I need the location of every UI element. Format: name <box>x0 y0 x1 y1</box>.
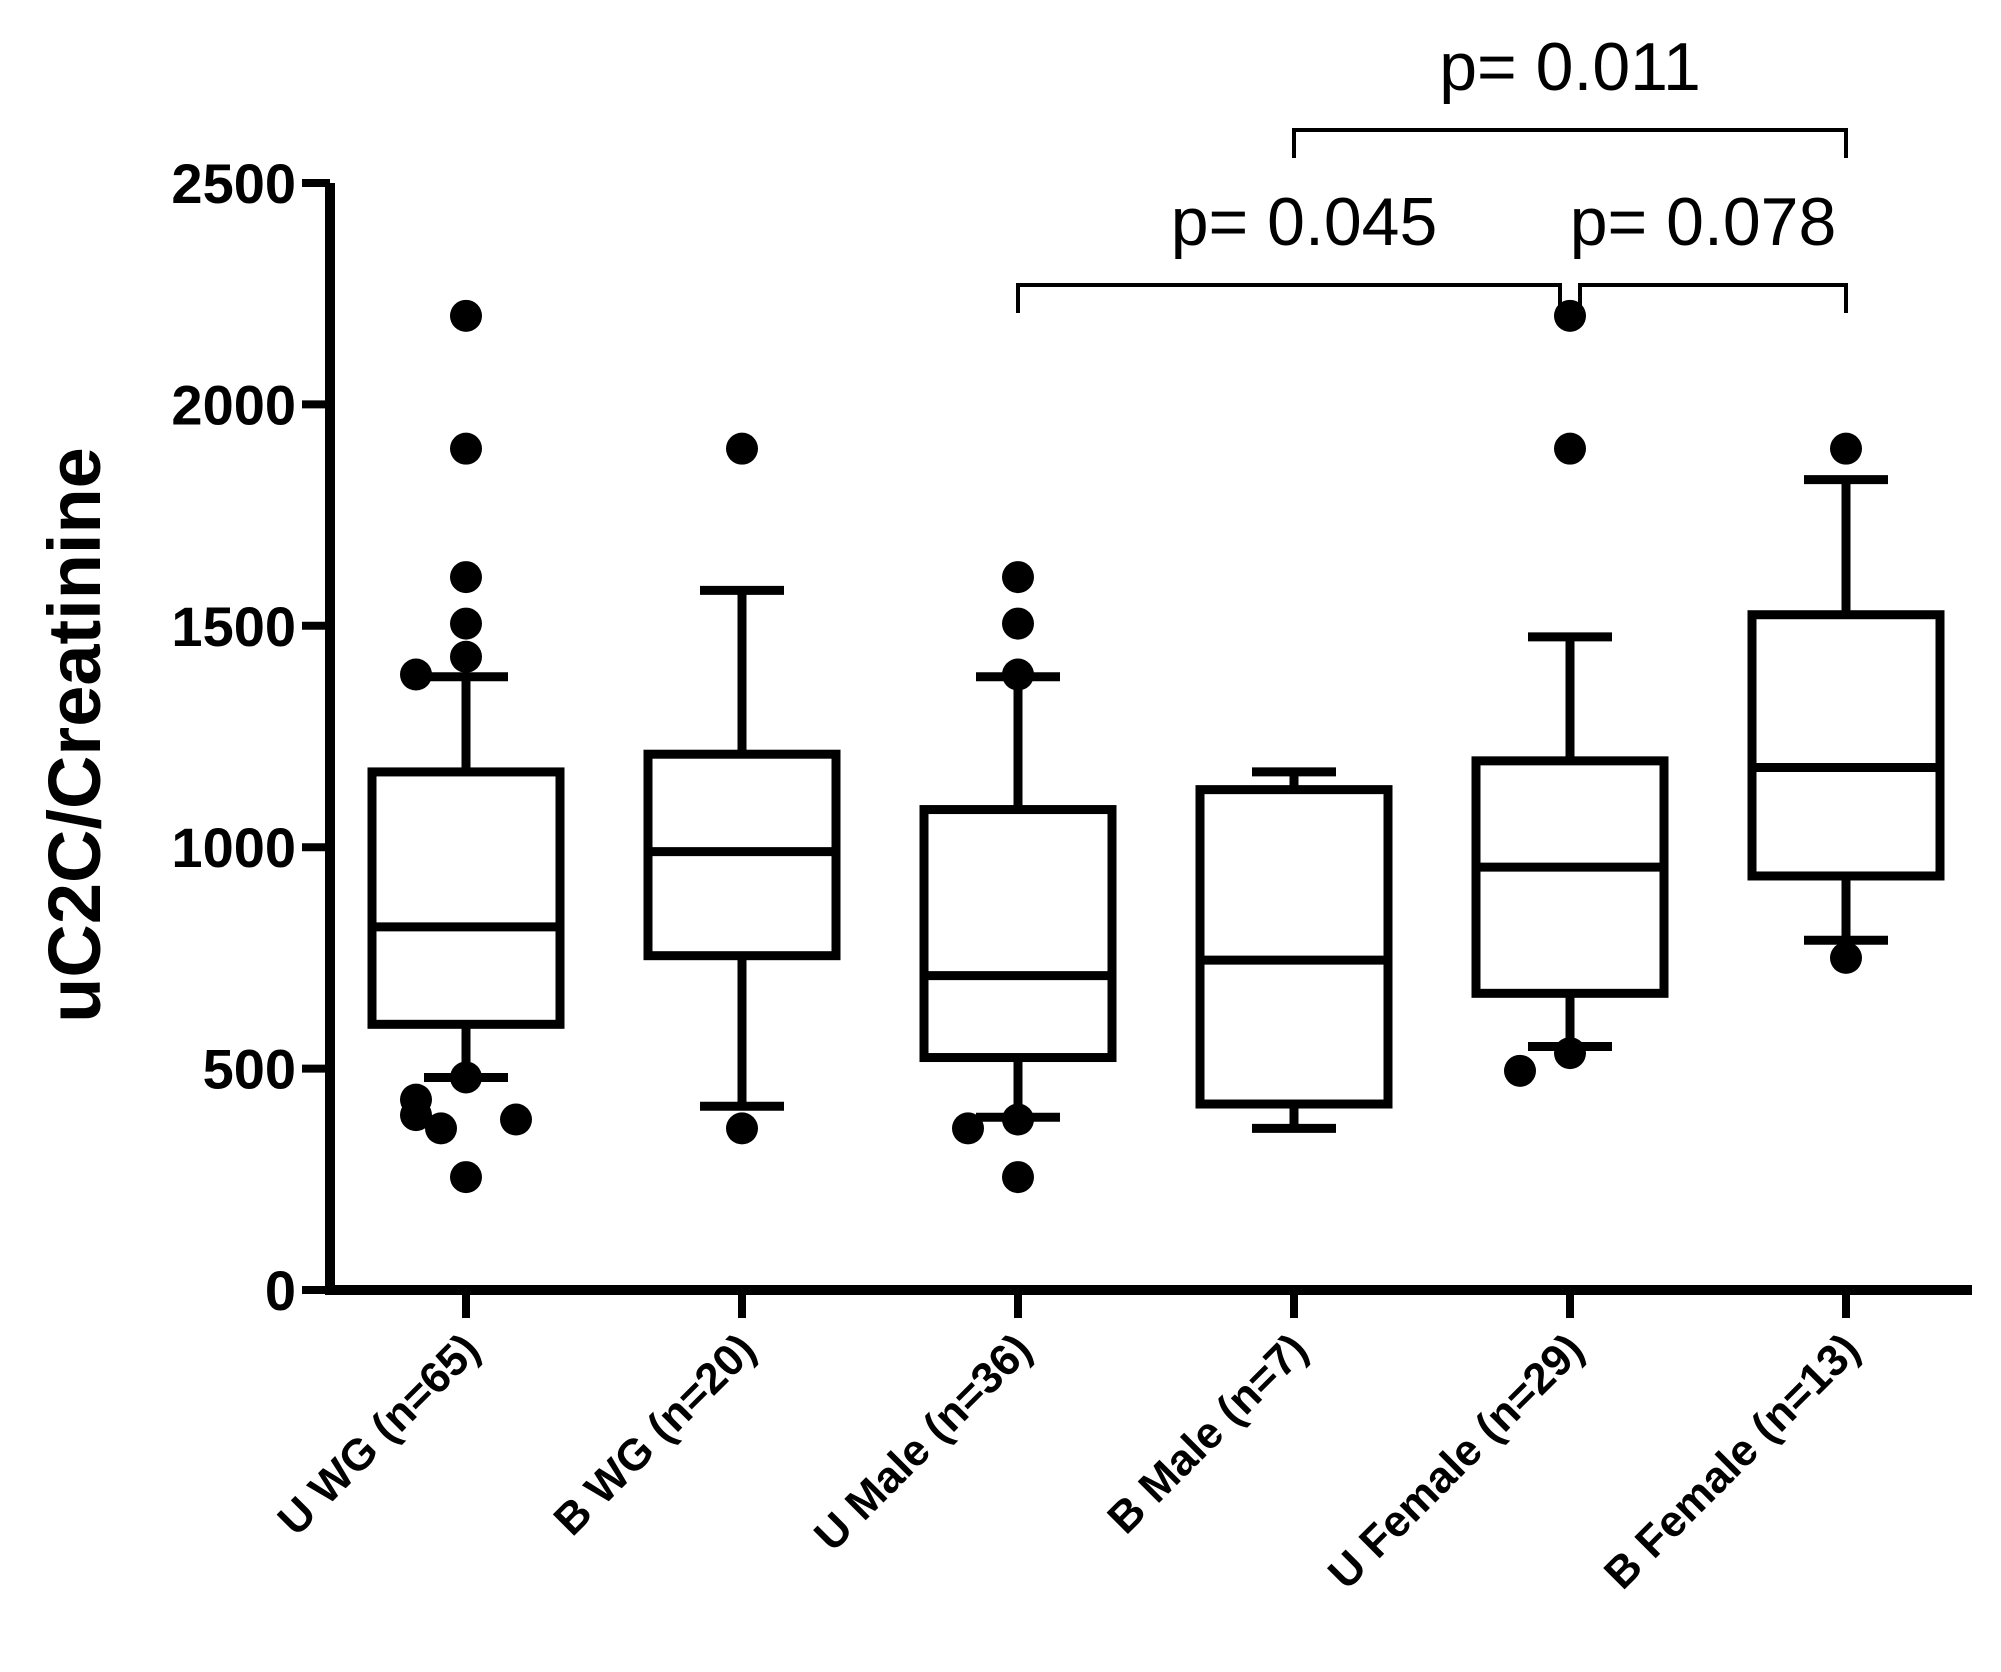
y-tick-label: 500 <box>203 1038 296 1101</box>
outlier-point <box>450 640 482 673</box>
box-group <box>919 561 1117 1194</box>
outlier-point <box>1830 432 1862 465</box>
bracket-line <box>1016 283 1562 313</box>
outlier-point <box>1002 1161 1034 1194</box>
p-value-label: p= 0.078 <box>1570 184 1837 260</box>
outlier-point <box>1554 432 1586 465</box>
outlier-point <box>726 432 758 465</box>
bracket-line <box>1292 128 1848 158</box>
significance-bracket: p= 0.078 <box>1570 184 1848 313</box>
y-axis-title: uC2C/Creatinine <box>33 447 116 1023</box>
y-tick-label: 1000 <box>171 816 296 879</box>
y-tick-label: 2500 <box>171 152 296 215</box>
outlier-point <box>425 1112 457 1145</box>
x-tick-label: U Male (n=36) <box>805 1324 1041 1560</box>
outlier-point <box>1002 607 1034 640</box>
outlier-point <box>1830 941 1862 974</box>
box <box>919 805 1117 1063</box>
x-tick-label: B Male (n=7) <box>1098 1324 1317 1543</box>
box <box>1747 610 1945 881</box>
x-tick-label: B WG (n=20) <box>545 1324 765 1544</box>
outlier-point <box>400 658 432 691</box>
box-group <box>1471 299 1669 1087</box>
outlier-point <box>726 1112 758 1145</box>
y-tick-label: 1500 <box>171 595 296 658</box>
outlier-point <box>450 1161 482 1194</box>
outlier-point <box>1504 1054 1536 1087</box>
outlier-point <box>500 1103 532 1136</box>
box <box>1195 785 1393 1109</box>
outlier-point <box>1554 1037 1586 1070</box>
outlier-point <box>400 1099 432 1132</box>
outlier-point <box>450 432 482 465</box>
x-tick-label: U Female (n=29) <box>1319 1324 1593 1598</box>
outlier-point <box>450 1061 482 1094</box>
x-ticks: U WG (n=65) B WG (n=20) U Male (n=36) B Mal… <box>269 1290 1869 1599</box>
p-value-label: p= 0.011 <box>1439 29 1701 105</box>
significance-bracket: p= 0.011 <box>1292 29 1848 158</box>
y-tick-label: 0 <box>265 1259 296 1322</box>
box-group <box>1747 432 1945 974</box>
outlier-point <box>1002 1103 1034 1136</box>
significance-bracket: p= 0.045 <box>1016 184 1562 313</box>
box-group <box>367 299 565 1194</box>
axes <box>325 183 1972 1295</box>
outlier-point <box>952 1112 984 1145</box>
significance-annotations: p= 0.045 p= 0.078 p= 0.011 <box>1016 29 1848 313</box>
bracket-line <box>1578 283 1848 313</box>
outlier-point <box>450 299 482 332</box>
x-tick-label: B Female (n=13) <box>1595 1324 1869 1598</box>
outlier-point <box>1002 658 1034 691</box>
outlier-point <box>450 561 482 594</box>
x-tick-label: U WG (n=65) <box>269 1324 489 1544</box>
box-group <box>643 432 841 1145</box>
y-tick-label: 2000 <box>171 373 296 436</box>
p-value-label: p= 0.045 <box>1171 184 1438 260</box>
box <box>1471 756 1669 998</box>
box <box>367 767 565 1029</box>
box-group <box>1195 767 1393 1133</box>
outlier-point <box>1002 561 1034 594</box>
boxes <box>367 299 1945 1194</box>
outlier-point <box>450 607 482 640</box>
y-ticks: 0 500 1000 1500 2000 2500 <box>171 152 330 1322</box>
